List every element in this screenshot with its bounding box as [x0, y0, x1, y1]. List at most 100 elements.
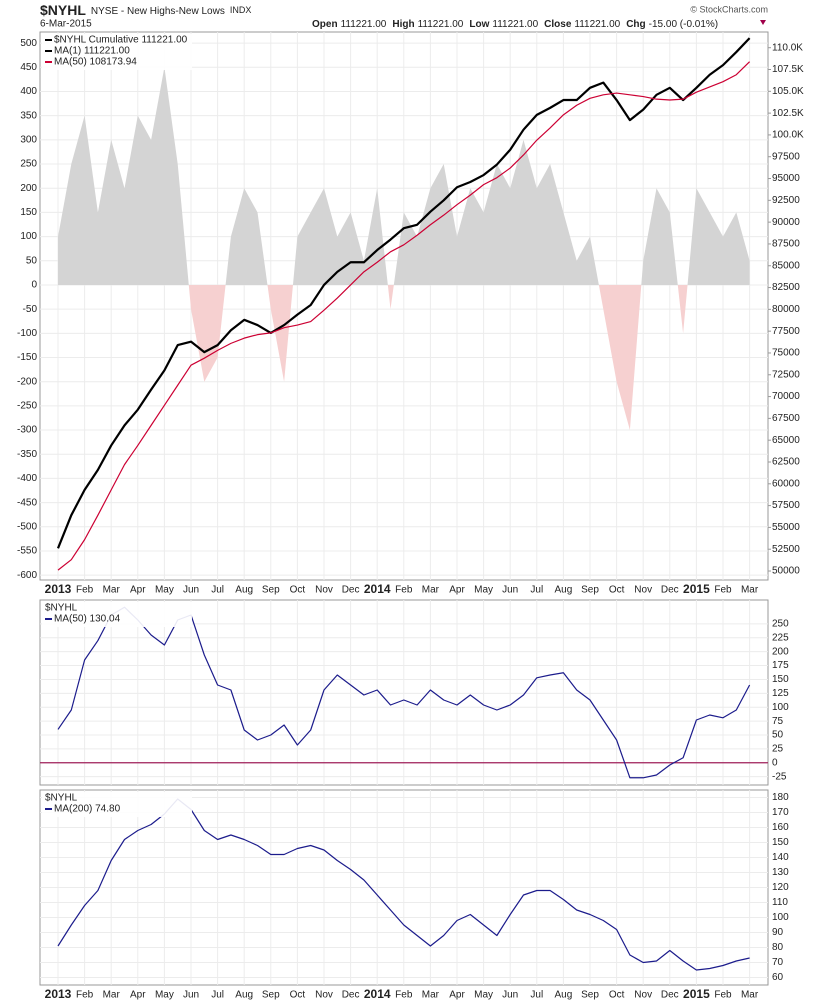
x-tick-label: Feb: [76, 585, 94, 596]
y-tick-label: -150: [17, 352, 37, 363]
y-tick-label: 250: [20, 159, 37, 170]
y-tick-label: 350: [20, 110, 37, 121]
y2-tick-label: 80000: [772, 304, 800, 315]
y-tick-label: -350: [17, 449, 37, 460]
x-tick-label: May: [155, 585, 174, 596]
y-tick-label: 500: [20, 38, 37, 49]
legend-title: $NYHL Cumulative 111221.00: [54, 35, 188, 46]
x-tick-label: Dec: [661, 585, 679, 596]
x-tick-label: Jul: [211, 585, 224, 596]
y-tick-label: 110: [772, 897, 788, 908]
legend-title: $NYHL: [45, 603, 78, 614]
y-tick-label: 60: [772, 972, 784, 983]
y-tick-label: 200: [772, 646, 789, 657]
x-tick-label: Dec: [342, 585, 360, 596]
legend-label: MA(50) 130.04: [54, 614, 121, 625]
x-tick-label: Aug: [555, 990, 573, 1000]
y2-tick-label: 97500: [772, 151, 800, 162]
y-tick-label: 150: [772, 674, 789, 685]
y-tick-label: 200: [20, 183, 37, 194]
y2-tick-label: 92500: [772, 195, 800, 206]
y2-tick-label: 62500: [772, 457, 800, 468]
x-tick-label: Jul: [211, 990, 224, 1000]
y-tick-label: -400: [17, 473, 37, 484]
y-tick-label: 250: [772, 619, 789, 630]
legend-box: [42, 34, 192, 70]
x-tick-label: May: [155, 990, 174, 1000]
x-tick-label: Jun: [183, 990, 199, 1000]
x-tick-label: Jul: [530, 990, 543, 1000]
legend-label: MA(50) 108173.94: [54, 57, 137, 68]
y-tick-label: 150: [772, 837, 789, 848]
y2-tick-label: 90000: [772, 217, 800, 228]
y2-tick-label: 70000: [772, 391, 800, 402]
x-tick-label: Jun: [502, 585, 518, 596]
ohlc-label: High: [392, 19, 414, 30]
x-tick-label: Sep: [581, 585, 599, 596]
legend-label: MA(1) 111221.00: [54, 46, 130, 57]
y-tick-label: 0: [31, 280, 37, 291]
x-tick-label: Jul: [530, 585, 543, 596]
y2-tick-label: 105.0K: [772, 86, 804, 97]
y-tick-label: 300: [20, 134, 37, 145]
x-tick-label: Sep: [262, 990, 280, 1000]
y-tick-label: 400: [20, 86, 37, 97]
symbol: $NYHL: [40, 2, 86, 18]
y2-tick-label: 85000: [772, 260, 800, 271]
ohlc-label: Chg: [626, 19, 645, 30]
x-tick-label: Nov: [315, 990, 333, 1000]
area: [58, 67, 750, 285]
x-tick-label: Mar: [422, 990, 440, 1000]
y-tick-label: -200: [17, 376, 37, 387]
x-tick-label: Nov: [634, 585, 652, 596]
x-tick-label: 2014: [364, 582, 391, 596]
x-tick-label: Mar: [741, 585, 759, 596]
x-tick-label: Oct: [290, 990, 306, 1000]
line: [57, 606, 751, 779]
ohlc-label: Low: [469, 19, 489, 30]
y2-tick-label: 107.5K: [772, 64, 804, 75]
x-tick-label: Mar: [103, 585, 121, 596]
y-tick-label: 140: [772, 852, 789, 863]
x-tick-label: Feb: [714, 990, 732, 1000]
x-tick-label: Oct: [609, 585, 625, 596]
y-tick-label: 175: [772, 660, 789, 671]
y-tick-label: -500: [17, 521, 37, 532]
y-tick-label: 130: [772, 867, 789, 878]
ohlc-value: 111221.00: [341, 19, 387, 30]
y2-tick-label: 67500: [772, 413, 800, 424]
x-tick-label: Dec: [661, 990, 679, 1000]
x-tick-label: Feb: [395, 990, 413, 1000]
exchange: INDX: [230, 5, 252, 15]
y-tick-label: 150: [20, 207, 37, 218]
y-tick-label: 125: [772, 688, 789, 699]
ohlc-value: -15.00 (-0.01%): [649, 19, 718, 30]
ohlc-value: 111221.00: [574, 19, 620, 30]
x-tick-label: Mar: [422, 585, 440, 596]
y-tick-label: 100: [772, 912, 789, 923]
y2-tick-label: 75000: [772, 348, 800, 359]
x-tick-label: Nov: [315, 585, 333, 596]
y-tick-label: 225: [772, 632, 789, 643]
description: NYSE - New Highs-New Lows: [91, 6, 225, 17]
ohlc: Open 111221.00 High 111221.00 Low 111221.00 Cl…: [312, 19, 718, 30]
y-tick-label: 90: [772, 927, 784, 938]
y-tick-label: 50: [26, 255, 38, 266]
x-tick-label: May: [474, 990, 493, 1000]
y-tick-label: 100: [772, 702, 789, 713]
y-tick-label: -25: [772, 771, 787, 782]
y-tick-label: -550: [17, 546, 37, 557]
x-tick-label: Feb: [76, 990, 94, 1000]
y-tick-label: 120: [772, 882, 789, 893]
date: 6-Mar-2015: [40, 19, 92, 30]
ohlc-value: 111221.00: [492, 19, 538, 30]
y2-tick-label: 50000: [772, 566, 800, 577]
y-tick-label: -100: [17, 328, 37, 339]
y2-tick-label: 65000: [772, 435, 800, 446]
x-tick-label: Mar: [103, 990, 121, 1000]
down-icon: [760, 20, 766, 25]
x-tick-label: Sep: [262, 585, 280, 596]
x-tick-label: Apr: [130, 585, 146, 596]
y-tick-label: 170: [772, 807, 789, 818]
